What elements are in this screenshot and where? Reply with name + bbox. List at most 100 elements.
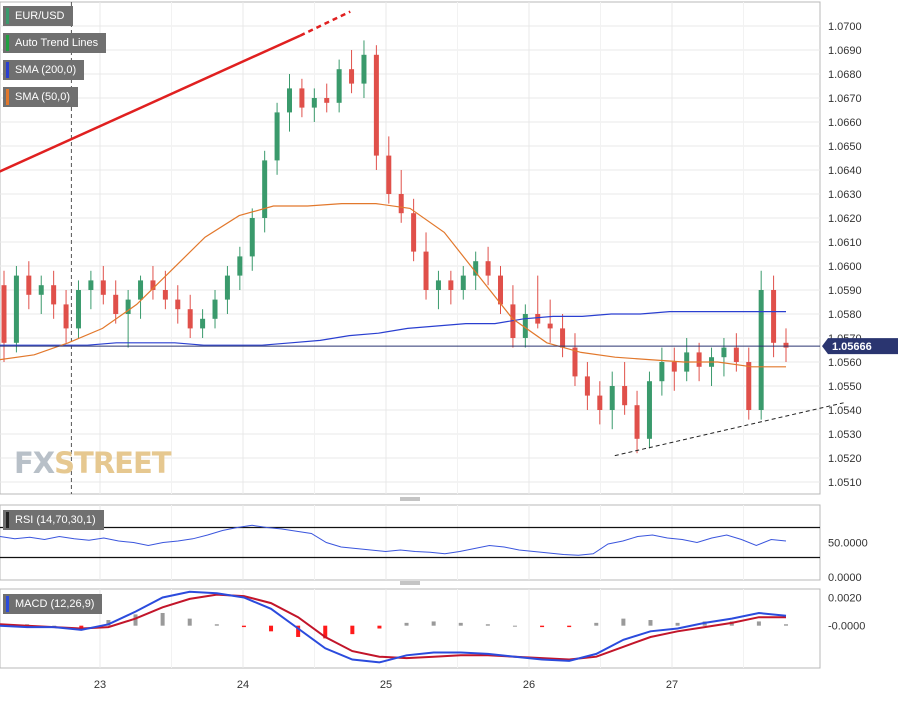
macd-histogram-bar: [133, 614, 138, 626]
macd-histogram-bar: [431, 621, 436, 626]
rsi-swatch: [6, 512, 9, 528]
candle-body: [460, 275, 466, 290]
candle-body: [721, 347, 727, 358]
candle-body: [324, 98, 330, 103]
candle-body: [75, 290, 81, 329]
trend-resistance-line: [0, 34, 301, 173]
price-tick-label: 1.0590: [828, 285, 862, 297]
macd-histogram-bar: [675, 622, 680, 626]
rsi-panel-frame: [0, 504, 821, 581]
legend-sma200[interactable]: SMA (200,0): [3, 60, 85, 80]
price-tick-label: 1.0580: [828, 309, 862, 321]
legend-trend-lines[interactable]: Auto Trend Lines: [3, 33, 107, 53]
candle-body: [224, 275, 230, 300]
candle-body: [485, 261, 491, 276]
candle-body: [373, 54, 379, 156]
candle-body: [746, 362, 752, 410]
time-tick-label: 25: [380, 679, 392, 691]
candle-body: [398, 194, 404, 214]
sma200-swatch: [6, 62, 9, 78]
price-tick-label: 1.0510: [828, 477, 862, 489]
candle-body: [349, 69, 355, 84]
fxstreet-logo: FXSTREET: [14, 446, 172, 480]
legend-macd-label: MACD (12,26,9): [15, 598, 95, 610]
candle-body: [671, 362, 677, 372]
candle-body: [299, 88, 305, 108]
macd-histogram-bar: [756, 621, 761, 626]
candle-body: [547, 323, 553, 329]
candle-body: [274, 112, 280, 161]
candle-body: [646, 381, 652, 439]
price-tick-label: 1.0530: [828, 429, 862, 441]
candle-body: [535, 314, 541, 324]
time-tick-label: 26: [523, 679, 535, 691]
rsi-tick-label: 50.0000: [828, 538, 868, 550]
candle-body: [411, 213, 417, 252]
trend-resistance-projection: [299, 10, 351, 37]
price-tick-label: 1.0690: [828, 45, 862, 57]
legend-instrument[interactable]: EUR/USD: [3, 6, 73, 26]
trend-swatch: [6, 35, 9, 51]
macd-histogram-bar: [241, 625, 246, 628]
last-price-label: 1.05666: [832, 341, 872, 353]
macd-line: [0, 590, 787, 664]
macd-histogram-bar: [269, 625, 274, 632]
candle-body: [423, 251, 429, 290]
price-tick-label: 1.0560: [828, 357, 862, 369]
time-tick-label: 23: [94, 679, 106, 691]
macd-histogram-bar: [648, 620, 653, 626]
candle-body: [237, 256, 243, 276]
price-tick-label: 1.0700: [828, 21, 862, 33]
candle-body: [634, 405, 640, 439]
macd-histogram-bar: [594, 622, 599, 626]
legend-rsi[interactable]: RSI (14,70,30,1): [3, 510, 104, 530]
candle-body: [150, 280, 156, 290]
candle-body: [572, 347, 578, 377]
candle-body: [200, 318, 206, 329]
candle-body: [187, 309, 193, 329]
candle-body: [212, 299, 218, 319]
macd-histogram-bar: [458, 622, 463, 626]
candle-body: [311, 98, 317, 108]
price-tick-label: 1.0610: [828, 237, 862, 249]
candle-body: [522, 314, 528, 338]
candle-body: [88, 280, 94, 290]
candle-body: [560, 328, 566, 348]
candle-body: [609, 386, 615, 410]
candle-body: [162, 290, 168, 300]
legend-macd[interactable]: MACD (12,26,9): [3, 594, 103, 614]
legend-trend-label: Auto Trend Lines: [15, 37, 99, 49]
macd-signal-line: [0, 593, 786, 661]
legend-sma200-label: SMA (200,0): [15, 64, 77, 76]
macd-histogram-bar: [485, 624, 490, 626]
macd-histogram-bar: [79, 625, 84, 629]
candle-body: [1, 285, 7, 343]
macd-swatch: [6, 596, 9, 612]
price-tick-label: 1.0620: [828, 213, 862, 225]
price-tick-label: 1.0660: [828, 117, 862, 129]
macd-histogram-bar: [621, 618, 626, 626]
candle-body: [758, 290, 764, 410]
macd-histogram-bar: [567, 625, 572, 628]
candle-body: [771, 290, 777, 343]
candle-body: [473, 261, 479, 276]
candle-body: [26, 275, 32, 295]
candle-body: [733, 347, 739, 362]
candle-body: [696, 352, 702, 367]
price-tick-label: 1.0630: [828, 189, 862, 201]
legend-sma50[interactable]: SMA (50,0): [3, 87, 79, 107]
time-tick-label: 24: [237, 679, 249, 691]
candle-body: [63, 304, 69, 329]
macd-histogram-bar: [296, 625, 301, 637]
candle-body: [597, 395, 603, 410]
macd-histogram-bar: [784, 624, 788, 626]
macd-tick-label: -0.0000: [828, 621, 865, 633]
macd-histogram-bar: [404, 622, 409, 626]
sma50-line: [0, 203, 786, 368]
macd-histogram-bar: [187, 618, 192, 626]
price-tick-label: 1.0520: [828, 453, 862, 465]
candle-body: [622, 386, 628, 406]
price-panel-frame: [0, 1, 821, 495]
